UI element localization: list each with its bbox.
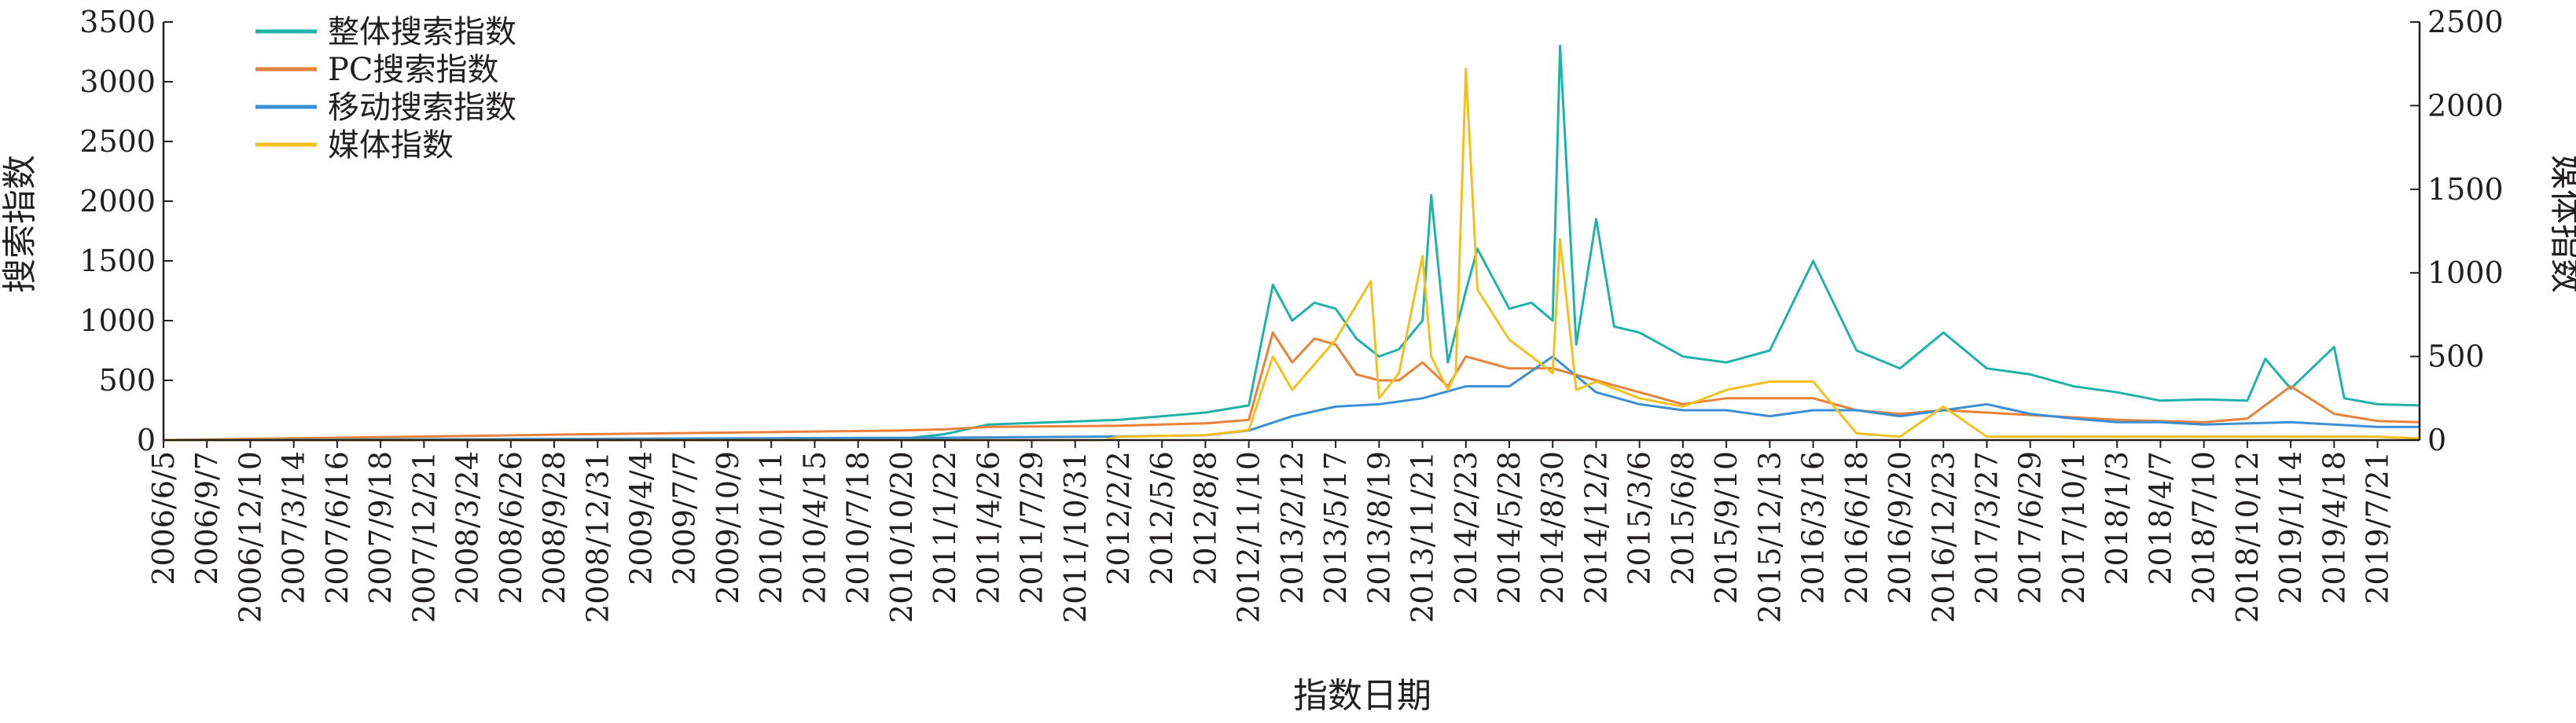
left-y-tick-label: 2500 [79,124,156,159]
left-y-tick-label: 500 [98,363,156,398]
legend-label: PC搜索指数 [328,52,499,88]
x-tick-label: 2006/9/7 [189,451,224,585]
x-tick-label: 2018/10/12 [2230,451,2265,623]
x-tick-label: 2006/6/5 [146,451,181,585]
x-tick-label: 2019/1/14 [2273,451,2308,604]
left-y-axis-title: 搜索指数 [0,155,40,293]
x-tick-label: 2009/7/7 [667,451,702,585]
x-tick-label: 2007/12/21 [406,451,441,623]
x-tick-label: 2007/9/18 [363,451,398,604]
right-y-tick-label: 1500 [2427,172,2504,207]
right-y-tick-label: 0 [2427,423,2446,457]
x-tick-label: 2008/9/28 [537,451,571,604]
right-y-tick-label: 500 [2427,339,2485,374]
x-tick-label: 2012/5/6 [1145,451,1179,585]
x-tick-label: 2011/4/26 [971,451,1005,604]
x-tick-label: 2015/12/13 [1752,451,1787,623]
right-y-tick-label: 2000 [2427,88,2504,123]
legend-label: 移动搜索指数 [328,90,516,126]
x-tick-label: 2016/12/23 [1926,451,1960,623]
x-tick-label: 2014/2/23 [1449,451,1483,604]
x-tick-label: 2016/9/20 [1883,451,1917,604]
x-tick-label: 2015/9/10 [1709,451,1744,604]
legend-label: 整体搜索指数 [328,14,516,50]
x-tick-label: 2011/10/31 [1058,451,1093,623]
x-tick-label: 2011/1/22 [928,451,962,604]
x-tick-label: 2015/6/8 [1666,451,1700,585]
x-tick-label: 2012/8/8 [1188,451,1222,585]
x-tick-label: 2012/11/10 [1232,451,1266,623]
x-tick-label: 2018/7/10 [2187,451,2221,604]
x-tick-label: 2006/12/10 [233,451,267,623]
x-tick-label: 2014/12/2 [1578,451,1613,604]
left-y-tick-label: 2000 [79,184,156,218]
x-tick-label: 2017/3/27 [1970,451,2005,604]
x-tick-label: 2007/6/16 [320,451,355,604]
left-y-tick-label: 1000 [79,303,156,338]
x-tick-label: 2010/10/20 [884,451,919,623]
x-tick-label: 2016/3/16 [1796,451,1831,604]
series-layer [163,44,2420,442]
plot-area: 0 500 1000 1500 2000 2500 3000 3500 0 500 1000 150… [79,5,2503,623]
x-tick-label: 2010/1/11 [754,451,788,604]
x-tick-label: 2014/5/28 [1492,451,1527,604]
x-tick-label: 2009/4/4 [623,451,658,585]
x-tick-label: 2017/6/29 [2013,451,2048,604]
left-y-tick-label: 3500 [79,5,156,39]
series-line-1 [164,44,2420,442]
left-y-tick-label: 0 [137,423,156,457]
x-tick-label: 2008/6/26 [494,451,528,604]
series-line-4 [164,68,2420,442]
x-tick-label: 2013/5/17 [1318,451,1353,604]
x-tick-label: 2017/10/1 [2056,451,2091,604]
x-tick-label: 2013/2/12 [1275,451,1310,604]
right-y-tick-label: 2500 [2427,5,2504,39]
x-tick-label: 2015/3/6 [1622,451,1657,585]
x-tick-label: 2018/1/3 [2100,451,2134,585]
x-tick-label: 2014/8/30 [1535,451,1570,604]
left-y-tick-label: 1500 [79,244,156,278]
right-y-ticks: 0 500 1000 1500 2000 2500 [2410,5,2504,457]
x-axis-title: 指数日期 [1293,676,1431,716]
x-tick-label: 2007/3/14 [277,451,311,604]
x-tick-label: 2019/7/21 [2361,451,2395,604]
x-tick-label: 2008/3/24 [450,451,485,604]
x-tick-label: 2016/6/18 [1839,451,1874,604]
right-y-axis-title: 媒体指数 [2546,155,2576,293]
left-y-ticks: 0 500 1000 1500 2000 2500 3000 3500 [79,5,173,457]
left-y-tick-label: 3000 [79,64,156,99]
x-ticks: 2006/6/5 2006/9/7 2006/12/10 2007/3/14 2007/… [146,440,2395,623]
legend-label: 媒体指数 [328,127,454,163]
x-tick-label: 2019/4/18 [2317,451,2351,604]
x-tick-label: 2013/8/19 [1361,451,1396,604]
right-y-tick-label: 1000 [2427,255,2504,290]
x-tick-label: 2018/4/7 [2143,451,2177,585]
x-tick-label: 2010/7/18 [841,451,876,604]
x-tick-label: 2008/12/31 [580,451,615,623]
x-tick-label: 2010/4/15 [797,451,832,604]
x-tick-label: 2011/7/29 [1015,451,1049,604]
x-tick-label: 2009/10/9 [711,451,745,604]
x-tick-label: 2012/2/2 [1101,451,1136,585]
series-line-3 [163,355,2420,442]
x-tick-label: 2013/11/21 [1406,451,1440,623]
